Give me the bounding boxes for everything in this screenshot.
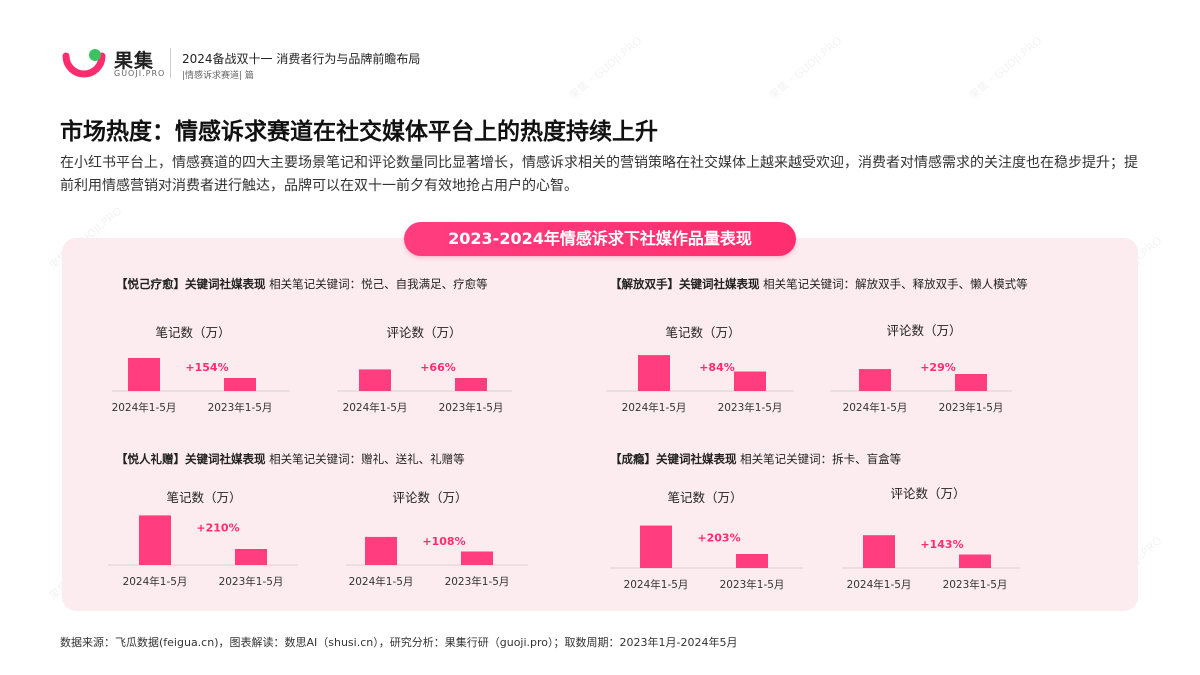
- growth-label: +66%: [420, 361, 456, 374]
- section-heading-keywords: 相关笔记关键词：悦己、自我满足、疗愈等: [269, 277, 488, 291]
- x-tick-label: 2023年1-5月: [439, 401, 504, 414]
- bar: [863, 535, 895, 568]
- bar: [736, 554, 768, 568]
- x-tick-label: 2024年1-5月: [847, 578, 912, 591]
- growth-label: +108%: [422, 535, 465, 548]
- chart-title: 评论数（万）: [386, 325, 461, 340]
- brand-logo: [62, 49, 106, 78]
- banner-title: 2023-2024年情感诉求下社媒作品量表现: [404, 222, 796, 256]
- chart-title: 笔记数（万）: [667, 490, 742, 505]
- bar: [235, 549, 267, 565]
- chart-title: 评论数（万）: [392, 490, 467, 505]
- x-tick-label: 2024年1-5月: [622, 401, 687, 414]
- x-tick-label: 2024年1-5月: [123, 575, 188, 588]
- chart-title: 笔记数（万）: [665, 325, 740, 340]
- bar: [640, 525, 672, 568]
- section-heading: 【悦人礼赠】关键词社媒表现 相关笔记关键词：赠礼、送礼、礼赠等: [116, 451, 465, 467]
- bar: [224, 378, 256, 391]
- section-heading-keywords: 相关笔记关键词：赠礼、送礼、礼赠等: [269, 452, 465, 466]
- chart-title: 评论数（万）: [886, 323, 961, 338]
- report-title: 2024备战双十一 消费者行为与品牌前瞻布局: [182, 52, 421, 66]
- chart-title: 笔记数（万）: [166, 490, 241, 505]
- growth-label: +203%: [697, 532, 740, 545]
- bar: [359, 369, 391, 391]
- x-tick-label: 2024年1-5月: [112, 401, 177, 414]
- page-title: 市场热度：情感诉求赛道在社交媒体平台上的热度持续上升: [60, 119, 658, 145]
- bar: [455, 378, 487, 391]
- x-tick-label: 2023年1-5月: [208, 401, 273, 414]
- growth-label: +143%: [920, 538, 963, 551]
- bar: [128, 357, 160, 391]
- bar: [365, 536, 397, 565]
- section-heading-bold: 【成瘾】关键词社媒表现: [610, 452, 737, 466]
- bar: [955, 374, 987, 391]
- bar: [959, 554, 991, 568]
- bar: [139, 515, 171, 565]
- growth-label: +210%: [196, 521, 239, 534]
- section-heading-bold: 【解放双手】关键词社媒表现: [610, 277, 760, 291]
- report-subtitle: |情感诉求赛道| 篇: [182, 71, 254, 81]
- x-tick-label: 2023年1-5月: [943, 578, 1008, 591]
- x-tick-label: 2024年1-5月: [349, 575, 414, 588]
- intro-paragraph: 在小红书平台上，情感赛道的四大主要场景笔记和评论数量同比显著增长，情感诉求相关的…: [60, 155, 1138, 194]
- growth-label: +84%: [699, 361, 735, 374]
- section-heading-bold: 【悦己疗愈】关键词社媒表现: [116, 277, 266, 291]
- x-tick-label: 2024年1-5月: [343, 401, 408, 414]
- chart-title: 笔记数（万）: [155, 325, 230, 340]
- x-tick-label: 2023年1-5月: [219, 575, 284, 588]
- x-tick-label: 2023年1-5月: [939, 401, 1004, 414]
- section-heading-keywords: 相关笔记关键词：拆卡、盲盒等: [740, 452, 902, 466]
- bar: [734, 371, 766, 391]
- bar: [859, 369, 891, 391]
- x-tick-label: 2024年1-5月: [624, 578, 689, 591]
- x-tick-label: 2023年1-5月: [718, 401, 783, 414]
- bar: [638, 355, 670, 391]
- growth-label: +29%: [920, 361, 956, 374]
- source-note: 数据来源：飞瓜数据(feigua.cn)，图表解读：数思AI（shusi.cn）…: [60, 636, 738, 649]
- header-divider: [170, 48, 171, 78]
- section-heading-keywords: 相关笔记关键词：解放双手、释放双手、懒人模式等: [763, 277, 1028, 291]
- chart-title: 评论数（万）: [890, 486, 965, 501]
- section-heading: 【成瘾】关键词社媒表现 相关笔记关键词：拆卡、盲盒等: [610, 451, 901, 467]
- brand-sub: GUOJI.PRO: [114, 69, 166, 78]
- x-tick-label: 2024年1-5月: [843, 401, 908, 414]
- bar: [461, 551, 493, 565]
- growth-label: +154%: [185, 361, 228, 374]
- section-heading: 【解放双手】关键词社媒表现 相关笔记关键词：解放双手、释放双手、懒人模式等: [610, 276, 1028, 292]
- x-tick-label: 2023年1-5月: [720, 578, 785, 591]
- section-heading: 【悦己疗愈】关键词社媒表现 相关笔记关键词：悦己、自我满足、疗愈等: [116, 276, 488, 292]
- section-heading-bold: 【悦人礼赠】关键词社媒表现: [116, 452, 266, 466]
- brand-name: 果集: [114, 50, 155, 72]
- x-tick-label: 2023年1-5月: [445, 575, 510, 588]
- charts-panel: [62, 238, 1138, 611]
